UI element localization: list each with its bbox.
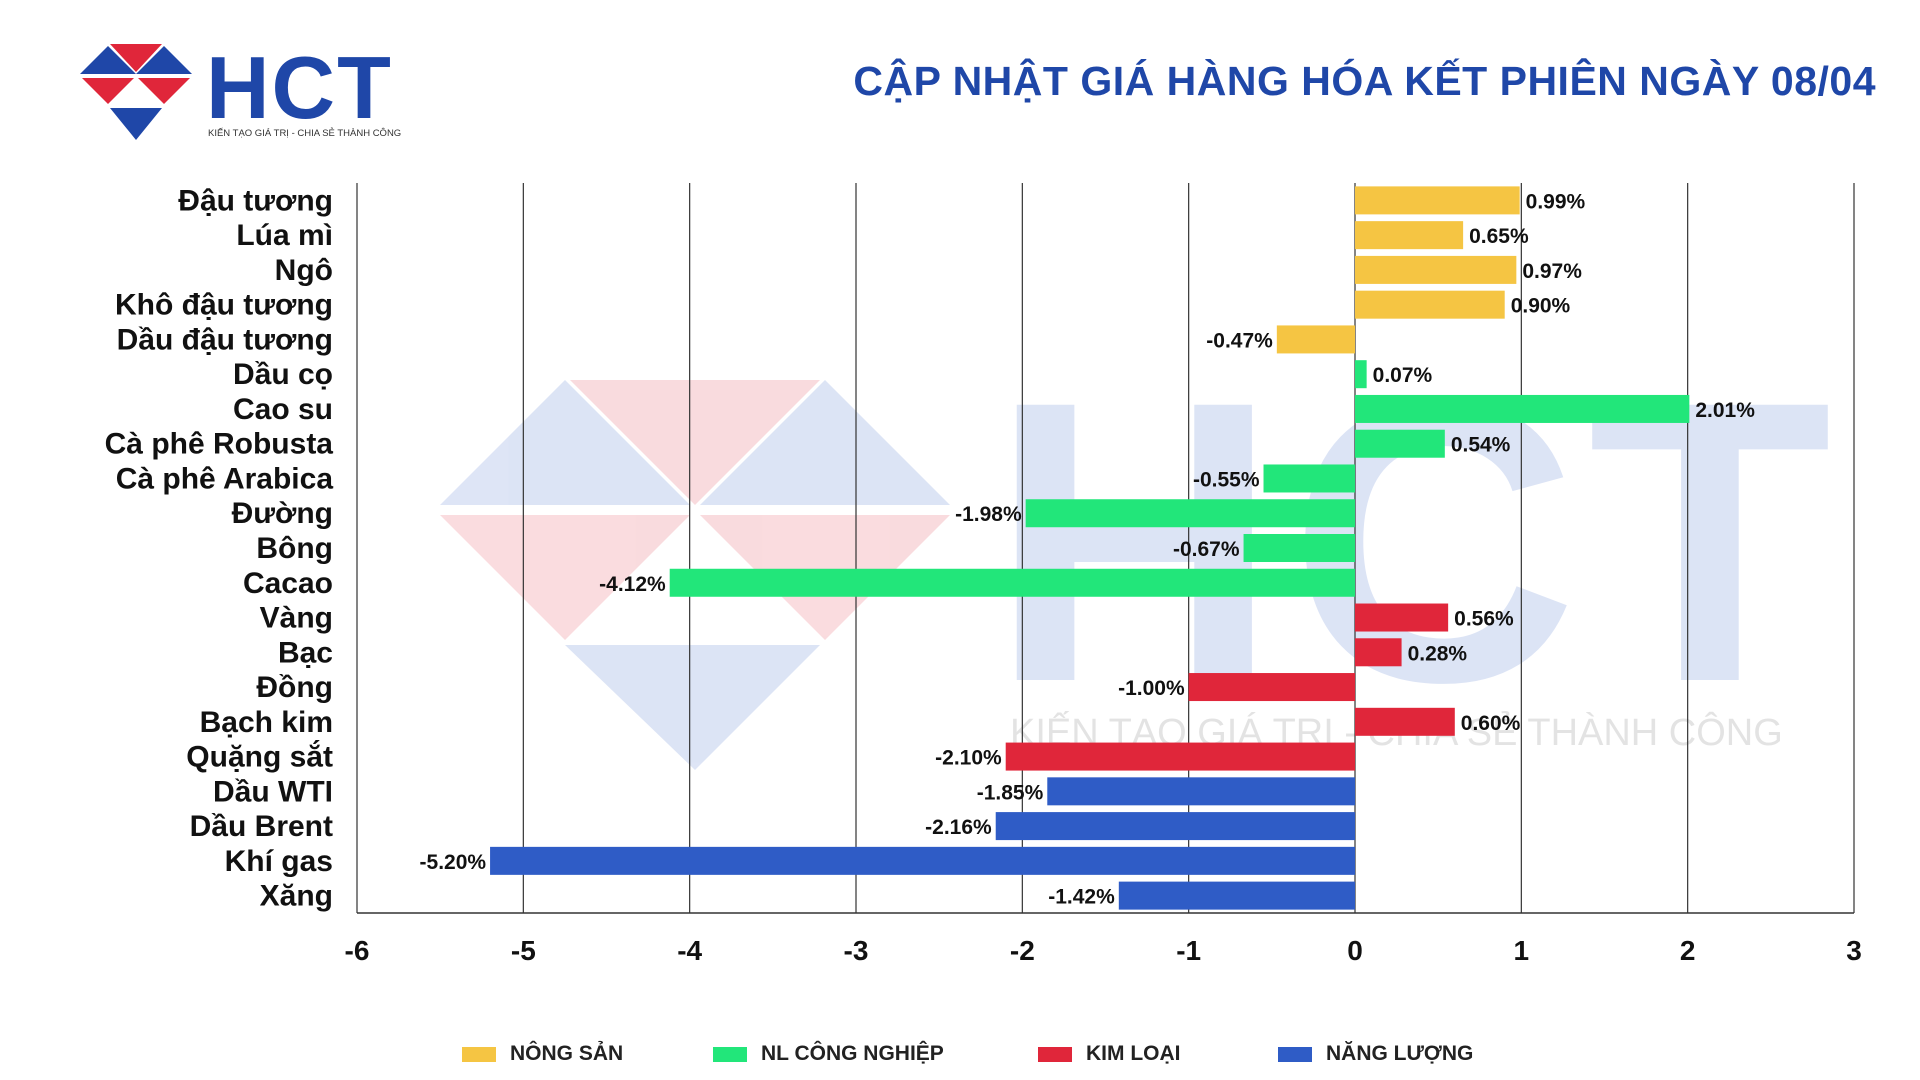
bar bbox=[1355, 603, 1449, 632]
category-label: Đường bbox=[232, 497, 333, 530]
category-label: Đậu tương bbox=[178, 184, 333, 217]
category-label: Bông bbox=[256, 532, 333, 565]
logo-text: HCT bbox=[206, 38, 393, 137]
category-label: Đồng bbox=[256, 671, 333, 704]
x-tick-label: 1 bbox=[1514, 935, 1530, 966]
data-label: 0.97% bbox=[1522, 260, 1582, 283]
category-label: Dầu WTI bbox=[213, 775, 333, 808]
data-label: -1.85% bbox=[977, 781, 1044, 804]
legend: NÔNG SẢN NL CÔNG NGHIỆP KIM LOẠI NĂNG LƯ… bbox=[0, 1042, 1920, 1072]
data-label: 0.56% bbox=[1454, 608, 1514, 631]
bar bbox=[995, 812, 1355, 841]
data-label: 0.99% bbox=[1526, 190, 1586, 213]
bar bbox=[1047, 777, 1355, 806]
category-label: Khô đậu tương bbox=[115, 289, 333, 322]
x-tick-label: 0 bbox=[1347, 935, 1363, 966]
bar bbox=[1355, 394, 1690, 423]
x-tick-label: 2 bbox=[1680, 935, 1696, 966]
category-label: Khí gas bbox=[225, 845, 333, 878]
legend-item-nang-luong: NĂNG LƯỢNG bbox=[1278, 1042, 1473, 1066]
bar bbox=[1188, 673, 1355, 702]
x-tick-label: -3 bbox=[844, 935, 869, 966]
data-label: 0.90% bbox=[1511, 295, 1571, 318]
data-label: -0.55% bbox=[1193, 468, 1260, 491]
data-label: -1.98% bbox=[955, 503, 1022, 526]
category-label: Dầu Brent bbox=[190, 810, 333, 843]
bar-series bbox=[490, 186, 1690, 910]
hct-logo: HCT KIẾN TẠO GIÁ TRỊ - CHIA SẺ THÀNH CÔN… bbox=[80, 38, 401, 140]
data-label: -1.42% bbox=[1048, 886, 1115, 909]
category-label: Ngô bbox=[275, 254, 333, 287]
bar bbox=[1263, 464, 1355, 493]
bar bbox=[1355, 255, 1517, 284]
data-label: 0.07% bbox=[1373, 364, 1433, 387]
x-tick-label: -2 bbox=[1010, 935, 1035, 966]
bar bbox=[1355, 638, 1402, 667]
bar bbox=[1355, 290, 1505, 319]
legend-swatch bbox=[713, 1046, 747, 1062]
logo-emblem bbox=[80, 44, 192, 140]
legend-label: NL CÔNG NGHIỆP bbox=[761, 1042, 944, 1065]
data-label: -5.20% bbox=[420, 851, 487, 874]
category-label: Dầu cọ bbox=[233, 358, 333, 391]
bar bbox=[1355, 360, 1367, 389]
x-tick-label: -6 bbox=[345, 935, 370, 966]
value-axis: -6 -5 -4 -3 -2 -1 0 1 2 3 bbox=[345, 935, 1862, 966]
bar bbox=[1355, 707, 1455, 736]
category-label: Vàng bbox=[260, 602, 333, 635]
data-label: -2.16% bbox=[925, 816, 992, 839]
legend-swatch bbox=[462, 1046, 496, 1062]
category-label: Lúa mì bbox=[236, 219, 333, 252]
data-label: -2.10% bbox=[935, 747, 1002, 770]
bar bbox=[490, 846, 1356, 875]
category-label: Cà phê Robusta bbox=[105, 428, 334, 461]
bar bbox=[1355, 221, 1464, 250]
data-label: 0.60% bbox=[1461, 712, 1521, 735]
bar bbox=[1243, 534, 1355, 562]
data-label: 0.54% bbox=[1451, 434, 1511, 457]
data-labels: 0.99% 0.65% 0.97% 0.90% -0.47% 0.07% 2.01% 0.54… bbox=[420, 190, 1756, 908]
logo-tagline: KIẾN TẠO GIÁ TRỊ - CHIA SẺ THÀNH CÔNG bbox=[208, 127, 401, 139]
page-title: CẬP NHẬT GIÁ HÀNG HÓA KẾT PHIÊN NGÀY 08/… bbox=[853, 58, 1876, 104]
legend-label: KIM LOẠI bbox=[1086, 1042, 1181, 1065]
legend-label: NÔNG SẢN bbox=[510, 1042, 624, 1065]
category-label: Dầu đậu tương bbox=[117, 323, 333, 356]
category-label: Bạc bbox=[278, 636, 333, 669]
data-label: -1.00% bbox=[1118, 677, 1185, 700]
x-tick-label: 3 bbox=[1846, 935, 1862, 966]
category-label: Bạch kim bbox=[200, 706, 333, 739]
legend-item-nl-cong-nghiep: NL CÔNG NGHIỆP bbox=[713, 1042, 944, 1066]
category-label: Cao su bbox=[233, 393, 333, 426]
legend-item-nong-san: NÔNG SẢN bbox=[462, 1042, 623, 1066]
watermark-emblem bbox=[440, 380, 950, 770]
bar bbox=[1005, 742, 1355, 771]
legend-swatch bbox=[1278, 1046, 1312, 1062]
x-tick-label: -4 bbox=[677, 935, 702, 966]
bar bbox=[669, 568, 1355, 597]
watermark: HCT KIẾN TẠO GIÁ TRỊ - CHIA SẺ THÀNH CÔN… bbox=[440, 318, 1842, 770]
data-label: 0.65% bbox=[1469, 225, 1529, 248]
x-tick-label: -5 bbox=[511, 935, 536, 966]
category-label: Cà phê Arabica bbox=[116, 462, 334, 495]
category-label: Cacao bbox=[243, 567, 333, 600]
data-label: -0.47% bbox=[1206, 329, 1273, 352]
bar bbox=[1355, 429, 1445, 458]
legend-swatch bbox=[1038, 1046, 1072, 1062]
bar bbox=[1025, 499, 1355, 528]
data-label: -0.67% bbox=[1173, 538, 1240, 561]
category-label: Quặng sắt bbox=[186, 740, 333, 774]
data-label: -4.12% bbox=[599, 573, 666, 596]
x-tick-label: -1 bbox=[1176, 935, 1201, 966]
watermark-text: HCT bbox=[990, 318, 1842, 765]
data-label: 2.01% bbox=[1695, 399, 1755, 422]
bar bbox=[1276, 325, 1355, 354]
bar bbox=[1118, 881, 1355, 910]
bar bbox=[1355, 186, 1520, 215]
legend-label: NĂNG LƯỢNG bbox=[1326, 1042, 1474, 1065]
category-label: Xăng bbox=[260, 880, 333, 913]
data-label: 0.28% bbox=[1408, 642, 1468, 665]
legend-item-kim-loai: KIM LOẠI bbox=[1038, 1042, 1181, 1066]
